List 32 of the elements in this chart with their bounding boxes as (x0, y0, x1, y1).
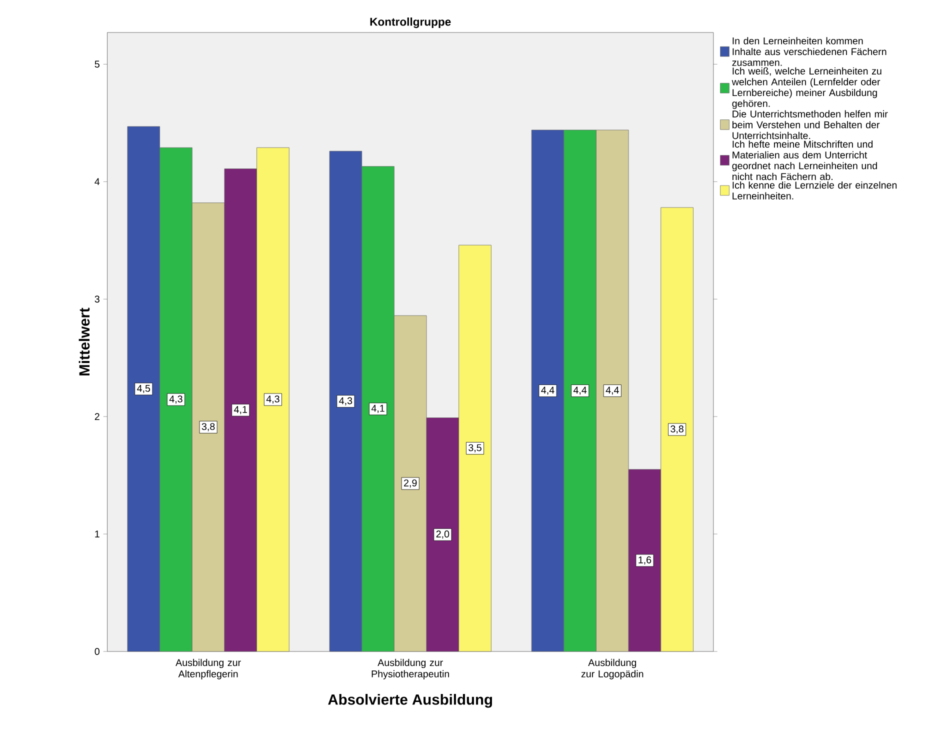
legend-label: Ich kenne die Lernziele der einzelnen Lerneinheiten. (732, 181, 897, 200)
data-label: 2,9 (404, 479, 417, 488)
data-label: 4,3 (339, 397, 352, 406)
x-tick-label: Ausbildung zur Logopädin (581, 658, 644, 680)
data-label: 4,1 (371, 404, 384, 413)
data-label: 3,5 (468, 444, 482, 452)
x-axis-title: Absolvierte Ausbildung (328, 694, 492, 708)
legend-label: Ich weiß, welche Lerneinheiten zu welchen Anteilen (Lernfelder oder Lernbereiche) meiner Ausbildung gehören. (732, 67, 882, 109)
y-tick-label: 5 (94, 60, 100, 68)
legend-label: In den Lerneinheiten kommen Inhalte aus verschiedenen Fächern zusammen. (732, 37, 886, 66)
y-tick-label: 4 (94, 178, 100, 185)
data-label: 4,1 (234, 406, 247, 414)
data-label: 4,4 (606, 386, 619, 395)
x-tick-label: Ausbildung zur Altenpflegerin (176, 658, 241, 680)
y-tick-label: 1 (95, 530, 100, 538)
y-axis-title: Mittelwert (78, 308, 90, 376)
data-label: 3,8 (670, 425, 684, 434)
data-label: 1,6 (638, 556, 652, 564)
data-label: 4,4 (573, 386, 587, 395)
data-label: 3,8 (202, 422, 215, 432)
data-label: 4,5 (137, 384, 150, 393)
x-tick-label: Ausbildung zur Physiotherapeutin (372, 658, 449, 680)
data-label: 4,3 (169, 395, 182, 404)
y-tick-label: 0 (94, 648, 100, 655)
y-tick-label: 2 (94, 413, 100, 420)
chart-title: Kontrollgruppe (370, 17, 451, 28)
data-label: 2,0 (436, 530, 450, 539)
data-label: 4,3 (266, 395, 280, 404)
legend-label: Ich hefte meine Mitschriften und Materialien aus dem Unterricht geordnet nach Lerneinheiten und nicht nach Fächern ab. (732, 140, 877, 180)
data-label: 4,4 (541, 386, 554, 395)
y-tick-label: 3 (94, 296, 100, 302)
legend-label: Die Unterrichtsmethoden helfen mir beim Verstehen und Behalten der Unterrichtsinhalte. (732, 110, 888, 139)
